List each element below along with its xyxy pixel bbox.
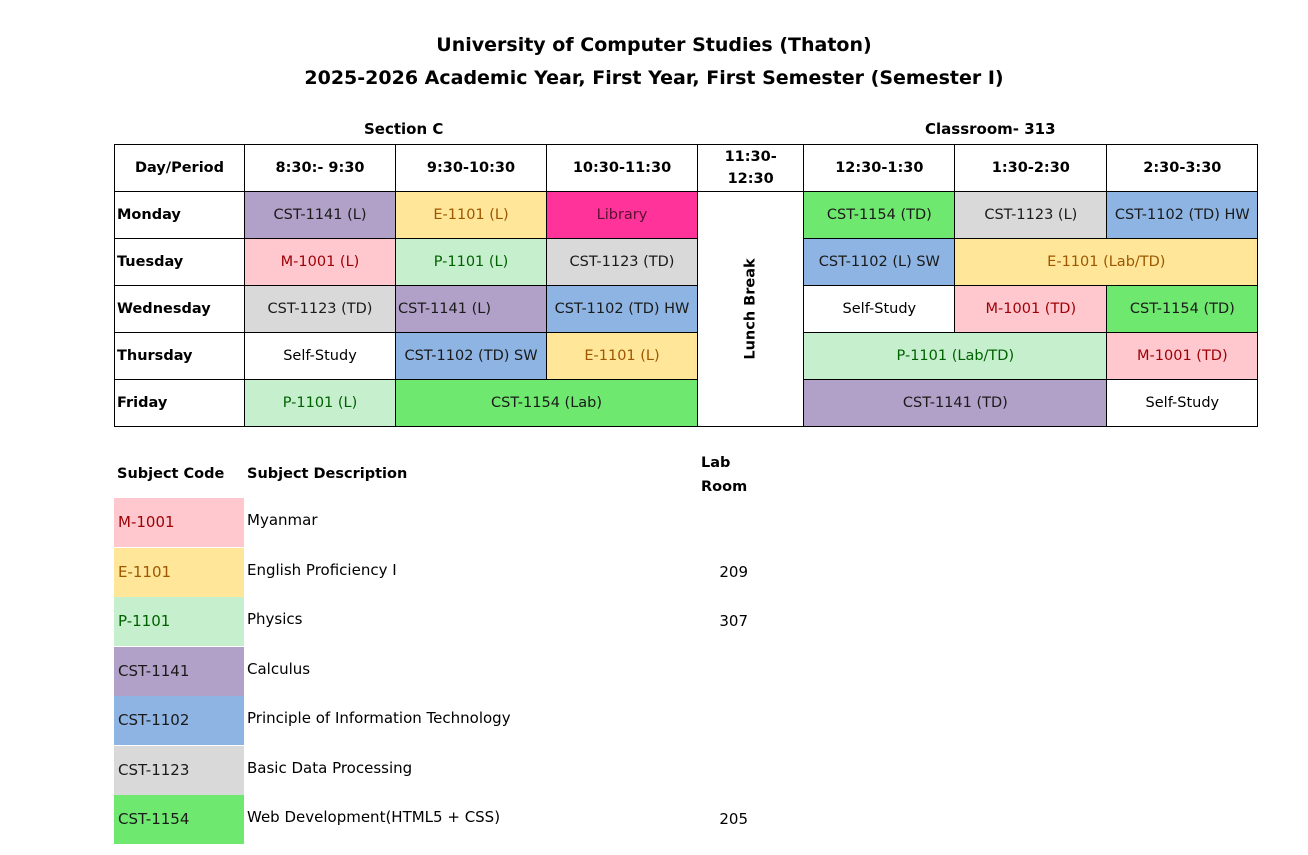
class-cell: CST-1102 (TD) HW: [1106, 191, 1259, 239]
legend-room-header-2: Room: [701, 479, 748, 495]
class-cell: CST-1123 (TD): [244, 285, 396, 333]
header-row: Day/Period 8:30:- 9:30 9:30-10:30 10:30-11:…: [114, 144, 1259, 192]
lunch-break-label: Lunch Break: [742, 258, 759, 360]
legend-code: CST-1154: [114, 795, 244, 844]
legend-desc: Calculus: [247, 659, 311, 678]
legend-code: M-1001: [114, 498, 244, 547]
class-cell: CST-1154 (Lab): [395, 379, 698, 427]
header-period: 1:30-2:30: [954, 144, 1108, 192]
table-row: Tuesday M-1001 (L) P-1101 (L) CST-1123 (TD)…: [114, 238, 1259, 286]
day-label: Tuesday: [114, 238, 245, 286]
class-cell: CST-1102 (TD) SW: [395, 332, 547, 380]
page-subtitle: 2025-2026 Academic Year, First Year, Fir…: [304, 67, 1004, 89]
header-period: 2:30-3:30: [1106, 144, 1259, 192]
header-period: 9:30-10:30: [395, 144, 547, 192]
class-cell: Self-Study: [1106, 379, 1259, 427]
class-cell: Library: [546, 191, 698, 239]
class-cell: P-1101 (L): [244, 379, 396, 427]
legend-desc: Myanmar: [247, 511, 318, 529]
header-period: 11:30- 12:30: [696, 144, 805, 192]
timetable: Day/Period 8:30:- 9:30 9:30-10:30 10:30-11:…: [114, 144, 1259, 427]
legend-room: 205: [719, 810, 748, 828]
day-label: Thursday: [114, 332, 245, 380]
class-cell: CST-1154 (TD): [1106, 285, 1259, 333]
header-period: 12:30-1:30: [803, 144, 956, 192]
class-cell: CST-1123 (TD): [546, 238, 698, 286]
section-label: Section C: [364, 120, 444, 138]
day-label: Friday: [114, 379, 245, 427]
legend-desc: Web Development(HTML5 + CSS): [247, 808, 501, 826]
legend-item: M-1001 Myanmar: [114, 498, 754, 547]
legend-room: 307: [719, 612, 748, 630]
table-row: Friday P-1101 (L) CST-1154 (Lab) CST-1141 (…: [114, 379, 1259, 427]
class-cell: M-1001 (TD): [954, 285, 1108, 333]
legend-item: CST-1141 Calculus: [114, 646, 754, 696]
class-cell: CST-1154 (TD): [803, 191, 956, 239]
class-cell: E-1101 (L): [395, 191, 547, 239]
legend-desc: Basic Data Processing: [247, 758, 413, 777]
legend-code: CST-1102: [114, 696, 244, 745]
class-cell: M-1001 (TD): [1106, 332, 1259, 380]
legend-room: 209: [719, 562, 748, 581]
class-cell: CST-1141 (TD): [803, 379, 1108, 427]
legend-code: CST-1123: [114, 745, 244, 795]
class-cell: CST-1141 (L): [244, 191, 396, 239]
day-label: Monday: [114, 191, 245, 239]
class-cell: CST-1123 (L): [954, 191, 1108, 239]
table-row: Thursday Self-Study CST-1102 (TD) SW E-1101…: [114, 332, 1259, 380]
legend-item: E-1101 English Proficiency I 209: [114, 547, 754, 597]
legend-desc: Principle of Information Technology: [247, 709, 511, 727]
legend-code: CST-1141: [114, 646, 244, 696]
page-title: University of Computer Studies (Thaton): [436, 34, 872, 56]
header-period: 8:30:- 9:30: [244, 144, 396, 192]
table-row: Wednesday CST-1123 (TD) CST-1141 (L) CST-11…: [114, 285, 1259, 333]
header-period: 10:30-11:30: [546, 144, 698, 192]
class-cell: P-1101 (L): [395, 238, 547, 286]
class-cell: E-1101 (L): [546, 332, 698, 380]
legend-item: CST-1154 Web Development(HTML5 + CSS) 205: [114, 795, 754, 844]
class-cell: CST-1102 (L) SW: [803, 238, 956, 286]
legend-item: P-1101 Physics 307: [114, 597, 754, 646]
class-cell: P-1101 (Lab/TD): [803, 332, 1108, 380]
legend-desc: Physics: [247, 610, 303, 628]
legend-item: CST-1123 Basic Data Processing: [114, 745, 754, 795]
day-label: Wednesday: [114, 285, 245, 333]
table-row: Monday CST-1141 (L) E-1101 (L) Library Lunch…: [114, 191, 1259, 427]
header-day-period: Day/Period: [114, 144, 245, 192]
legend-room-header-1: Lab: [701, 455, 731, 471]
class-cell: Self-Study: [803, 285, 956, 333]
classroom-label: Classroom- 313: [925, 120, 1056, 138]
legend-item: CST-1102 Principle of Information Technol…: [114, 696, 754, 745]
class-cell: Self-Study: [244, 332, 396, 380]
class-cell: E-1101 (Lab/TD): [954, 238, 1259, 286]
legend-desc: English Proficiency I: [247, 560, 397, 579]
legend-code: E-1101: [114, 547, 244, 597]
class-cell: CST-1141 (L): [395, 285, 547, 333]
legend-desc-header: Subject Description: [247, 466, 408, 482]
class-cell: CST-1102 (TD) HW: [546, 285, 698, 333]
lunch-break-cell: Lunch Break: [696, 191, 805, 427]
class-cell: M-1001 (L): [244, 238, 396, 286]
legend-code: P-1101: [114, 597, 244, 646]
legend-code-header: Subject Code: [117, 466, 225, 482]
